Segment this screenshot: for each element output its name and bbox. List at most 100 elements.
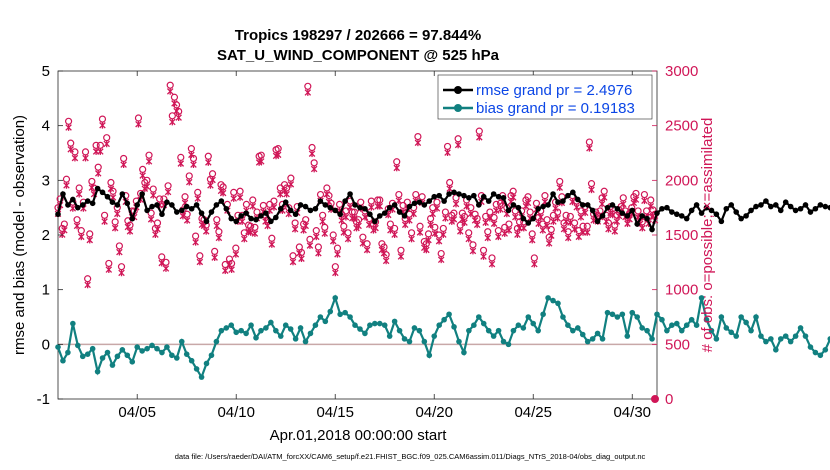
rmse-point <box>570 189 576 196</box>
obs-assimilated-point <box>177 160 185 167</box>
bias-point <box>376 320 383 327</box>
rmse-point <box>713 211 720 218</box>
rmse-point <box>277 205 284 212</box>
bias-point <box>446 311 452 318</box>
obs-assimilated-point <box>414 139 422 147</box>
rmse-point <box>94 185 101 192</box>
obs-assimilated-point <box>452 200 460 208</box>
obs-assimilated-point <box>632 196 640 203</box>
bias-point <box>119 347 126 353</box>
rmse-point <box>164 199 170 205</box>
obs-assimilated-point <box>209 176 216 184</box>
rmse-point <box>233 218 240 225</box>
obs-assimilated-point <box>598 200 606 208</box>
bias-point <box>70 320 76 327</box>
bias-point <box>411 325 418 331</box>
rmse-point <box>401 213 408 219</box>
bias-point <box>456 338 462 345</box>
bias-point <box>515 322 522 329</box>
bias-point <box>471 322 477 329</box>
bias-point <box>357 326 363 332</box>
obs-assimilated-point <box>473 221 481 229</box>
rmse-point <box>777 207 784 214</box>
rmse-point <box>748 207 754 214</box>
chart-title: Tropics 198297 / 202666 = 97.844% <box>235 27 481 44</box>
obs-assimilated-point <box>344 235 352 243</box>
rmse-point <box>253 216 259 223</box>
bias-point <box>401 336 408 342</box>
rmse-point <box>193 202 200 208</box>
obs-assimilated-point <box>427 221 434 229</box>
rmse-point <box>198 210 205 216</box>
obs-assimilated-point <box>84 281 91 289</box>
bias-point <box>297 325 304 331</box>
x-tick-label: 04/10 <box>217 404 255 421</box>
obs-assimilated-point <box>461 219 468 226</box>
bias-point <box>758 333 764 339</box>
obs-assimilated-point <box>647 202 655 210</box>
obs-assimilated-point <box>277 190 284 198</box>
bias-point <box>60 357 66 364</box>
obs-assimilated-point <box>535 220 542 228</box>
rmse-point <box>129 215 136 222</box>
rmse-point <box>743 213 749 219</box>
rmse-point <box>787 203 794 210</box>
bias-point <box>248 322 254 329</box>
bias-point <box>614 314 621 320</box>
bias-point <box>644 327 650 334</box>
bias-point <box>381 322 388 329</box>
obs-assimilated-point <box>202 227 210 235</box>
rmse-point <box>134 202 141 208</box>
rmse-point <box>678 213 685 219</box>
bias-point <box>738 314 744 320</box>
obs-assimilated-point <box>450 215 458 223</box>
rmse-point <box>174 209 180 215</box>
rmse-point <box>79 202 86 208</box>
obs-assimilated-point <box>251 230 259 237</box>
rmse-point <box>763 198 769 204</box>
bias-point <box>748 327 754 334</box>
bias-point <box>550 297 556 304</box>
bias-point <box>812 349 819 356</box>
rmse-point <box>84 198 91 204</box>
obs-assimilated-point <box>416 229 424 236</box>
rmse-point <box>352 202 358 208</box>
rmse-point <box>733 209 740 215</box>
obs-assimilated-point <box>391 231 398 238</box>
bias-point <box>208 352 215 359</box>
bias-point <box>149 342 155 349</box>
rmse-point <box>495 193 502 200</box>
rmse-point <box>629 207 636 214</box>
obs-assimilated-point <box>512 213 519 221</box>
obs-assimilated-point <box>545 240 553 247</box>
obs-assimilated-point <box>334 250 341 258</box>
obs-assimilated-point <box>433 205 441 212</box>
y2-axis-label: # of obs: o=possible; ×=assimilated <box>699 118 716 353</box>
obs-assimilated-point <box>342 213 350 221</box>
bias-point <box>302 338 309 345</box>
rmse-point <box>466 195 472 201</box>
x-tick-label: 04/20 <box>415 404 453 421</box>
bias-point <box>282 322 289 329</box>
x-tick-label: 04/30 <box>613 404 651 421</box>
obs-assimilated-point <box>454 141 462 149</box>
rmse-point <box>99 189 106 196</box>
rmse-point <box>639 213 645 219</box>
rmse-point <box>367 211 373 218</box>
obs-assimilated-point <box>145 158 153 165</box>
obs-assimilated-point <box>376 202 384 210</box>
bias-point <box>817 352 824 359</box>
obs-assimilated-point <box>554 214 561 222</box>
bias-point <box>584 338 591 345</box>
obs-assimilated-point <box>319 218 326 225</box>
obs-assimilated-point <box>221 267 229 275</box>
bias-point <box>525 314 532 320</box>
bias-point <box>674 320 680 327</box>
y-tick-label: 0 <box>42 336 50 353</box>
bias-point <box>753 314 759 320</box>
bias-point <box>94 368 101 375</box>
bias-point <box>174 355 180 361</box>
bias-point <box>55 344 61 350</box>
rmse-point <box>411 200 418 207</box>
bias-point <box>579 331 586 338</box>
